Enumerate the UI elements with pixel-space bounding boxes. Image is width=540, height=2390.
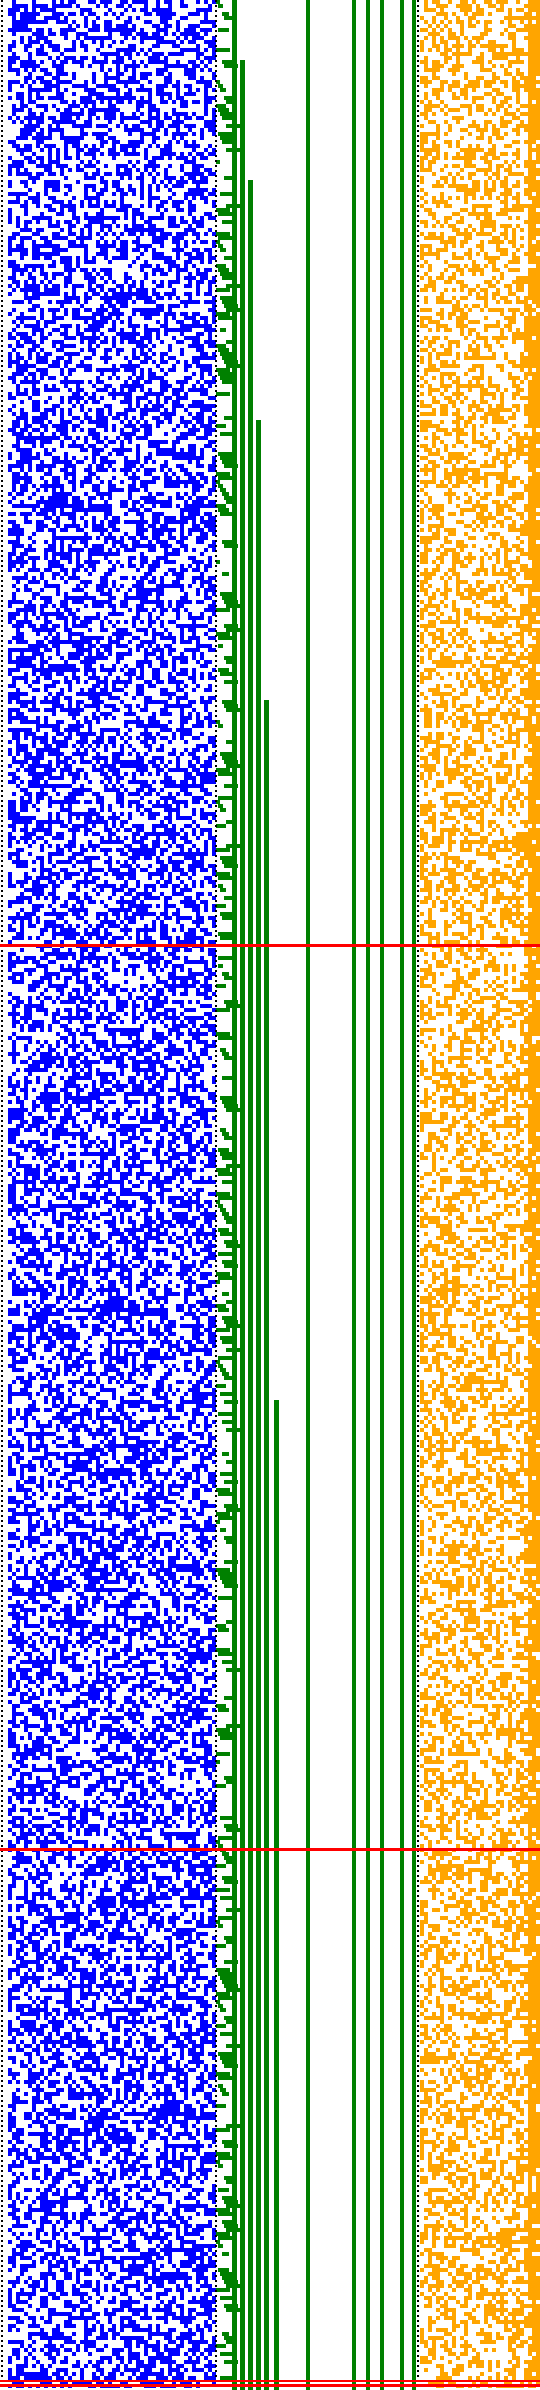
green-staircase-panel bbox=[216, 0, 416, 2390]
blue-noise-panel bbox=[8, 0, 216, 2388]
orange-noise-panel bbox=[420, 0, 540, 2388]
red-horizontal-lines bbox=[0, 944, 540, 2387]
dotted-separators bbox=[1, 0, 419, 2390]
